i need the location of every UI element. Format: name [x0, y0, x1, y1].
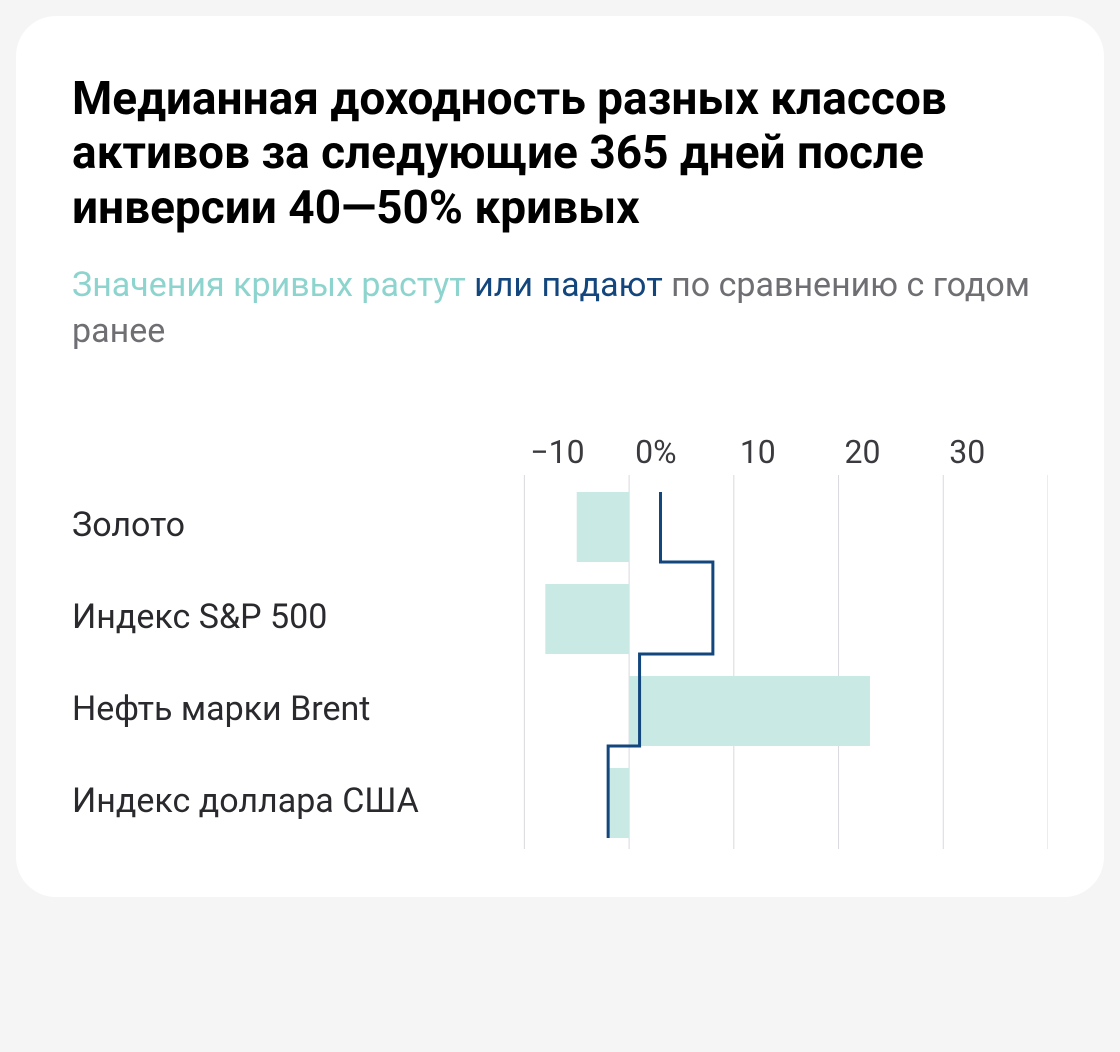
x-tick-label: −10 [530, 433, 584, 471]
bar-rising [608, 768, 629, 838]
chart-subtitle: Значения кривых растут или падают по сра… [72, 263, 1048, 355]
subtitle-part-1: или падают [474, 265, 671, 305]
x-tick-label: 10 [740, 433, 776, 471]
chart-svg: −100%10203040ЗолотоИндекс S&P 500Нефть м… [72, 411, 1048, 849]
bar-rising [577, 492, 629, 562]
chart-title: Медианная доходность разных классов акти… [72, 72, 1048, 235]
category-label: Индекс S&P 500 [72, 597, 327, 637]
bar-rising [545, 584, 629, 654]
chart-area: −100%10203040ЗолотоИндекс S&P 500Нефть м… [72, 411, 1048, 849]
subtitle-part-0: Значения кривых растут [72, 265, 474, 305]
category-label: Индекс доллара США [72, 781, 419, 821]
bar-rising [629, 676, 870, 746]
category-label: Золото [72, 505, 185, 545]
category-label: Нефть марки Brent [72, 689, 370, 729]
x-tick-label: 30 [949, 433, 985, 471]
x-tick-label: 20 [845, 433, 881, 471]
x-tick-label: 0% [635, 433, 676, 471]
chart-card: Медианная доходность разных классов акти… [16, 16, 1104, 897]
